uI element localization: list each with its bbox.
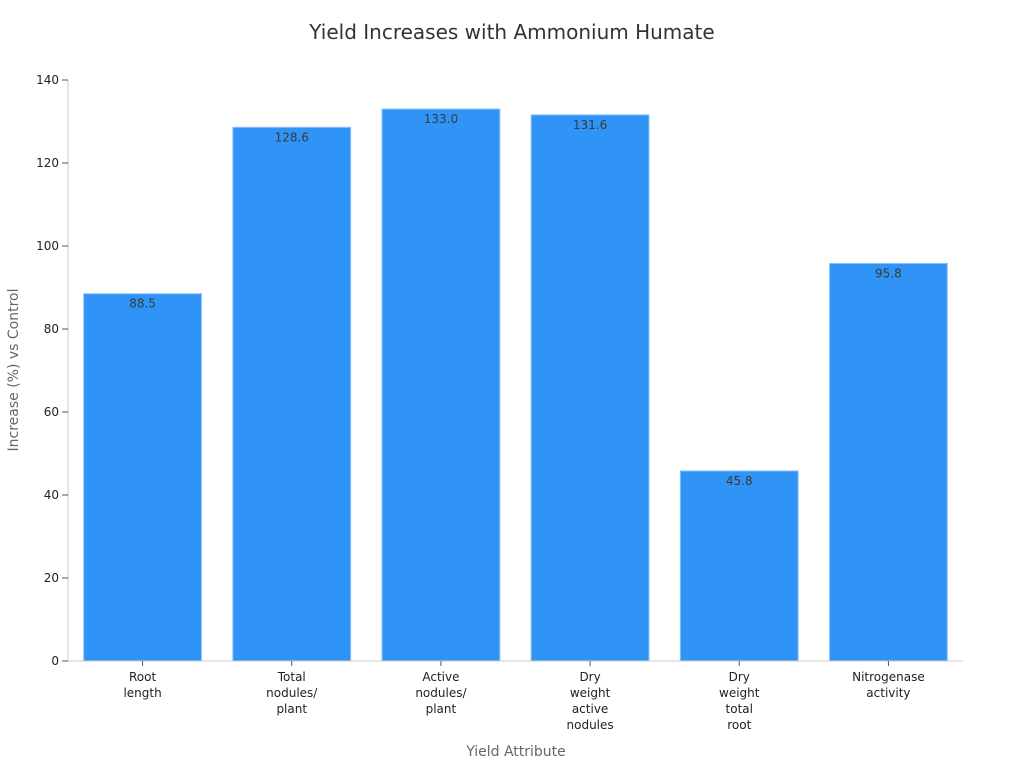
y-tick-label: 40	[44, 488, 59, 502]
bar-value-label: 128.6	[275, 130, 309, 144]
y-tick-label: 80	[44, 322, 59, 336]
y-tick-label: 100	[36, 239, 59, 253]
bar	[83, 293, 203, 662]
bar	[679, 470, 799, 662]
x-tick-label: Nitrogenase activity	[852, 670, 925, 700]
x-tick-label-line: nodules/	[415, 686, 467, 700]
x-tick-label: Root length	[123, 670, 161, 700]
y-tick-label: 20	[44, 571, 59, 585]
bar	[232, 126, 352, 662]
bar-value-label: 133.0	[424, 112, 458, 126]
x-tick-label-line: Active	[422, 670, 459, 684]
x-tick-label-line: weight	[570, 686, 611, 700]
x-tick-label-line: nodules	[567, 718, 614, 732]
bar-value-label: 45.8	[726, 474, 753, 488]
x-tick-label-line: Dry	[729, 670, 750, 684]
bar-value-label: 95.8	[875, 266, 902, 280]
x-tick-label-line: root	[727, 718, 751, 732]
bar	[381, 108, 501, 662]
x-tick-label-line: Total	[277, 670, 306, 684]
y-axis: 0 20 40 60 80 100 120 140	[36, 73, 69, 668]
x-axis-title: Yield Attribute	[465, 744, 566, 760]
x-tick-label: Active nodules/plant	[415, 670, 467, 716]
x-tick-label-line: plant	[276, 702, 307, 716]
x-tick-label-line: nodules/	[266, 686, 318, 700]
x-tick-label-line: total	[726, 702, 753, 716]
y-tick-label: 120	[36, 156, 59, 170]
x-tick-label-line: plant	[426, 702, 457, 716]
x-tick-label-line: activity	[866, 686, 910, 700]
x-axis: Root length Total nodules/plant Active nodule…	[68, 660, 963, 732]
y-tick-label: 140	[36, 73, 59, 87]
x-tick-label-line: Nitrogenase	[852, 670, 925, 684]
bar	[530, 114, 650, 662]
x-tick-label-line: Dry	[579, 670, 600, 684]
y-axis-title: Increase (%) vs Control	[6, 288, 22, 451]
x-tick-label: Dry weight active nodules	[567, 670, 614, 732]
bar-value-label: 131.6	[573, 118, 607, 132]
y-tick-label: 60	[44, 405, 59, 419]
x-tick-label-line: length	[123, 686, 161, 700]
x-tick-label: Dry weight total root	[719, 670, 760, 732]
x-tick-label-line: weight	[719, 686, 760, 700]
x-tick-label: Total nodules/plant	[266, 670, 318, 716]
y-tick-label: 0	[51, 654, 59, 668]
bars-group: 88.5 128.6 133.0 131.6 45.8 95.8	[83, 108, 948, 662]
chart-title: Yield Increases with Ammonium Humate	[309, 20, 715, 44]
x-tick-label-line: Root	[129, 670, 156, 684]
bar-value-label: 88.5	[129, 297, 156, 311]
bar	[828, 262, 948, 662]
x-tick-label-line: active	[572, 702, 608, 716]
